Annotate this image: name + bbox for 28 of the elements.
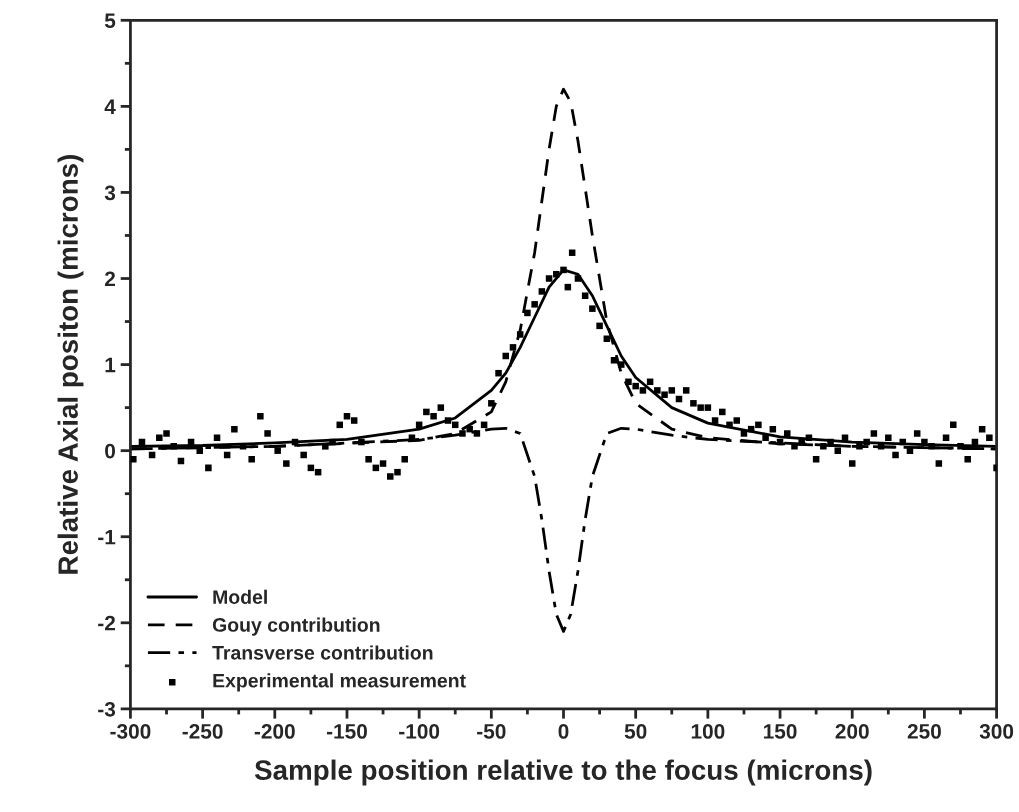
y-tick-label: -1 — [98, 529, 116, 545]
y-tick-label: 2 — [104, 271, 116, 287]
x-tick-label: -200 — [254, 724, 295, 739]
y-tick-label: 1 — [105, 357, 116, 373]
y-axis-title: Relative Axial positon (microns) — [57, 155, 84, 574]
legend-label: Transverse contribution — [212, 645, 433, 660]
x-tick-label: -250 — [182, 724, 223, 739]
y-tick-label: 0 — [105, 443, 115, 459]
legend-label: Gouy contribution — [212, 617, 380, 636]
y-tick-label: 5 — [104, 13, 116, 29]
x-tick-label: 0 — [558, 724, 569, 739]
x-tick-label: -300 — [110, 724, 151, 739]
x-tick-label: 50 — [624, 724, 647, 739]
x-axis-title: Sample position relative to the focus (microns) — [254, 759, 872, 786]
y-tick-label: 4 — [104, 99, 116, 114]
x-tick-label: -150 — [326, 724, 367, 739]
x-tick-label: 100 — [691, 724, 725, 739]
x-tick-label: 250 — [907, 724, 941, 739]
x-tick-label: 200 — [835, 724, 869, 739]
x-tick-label: 300 — [979, 724, 1014, 739]
legend-label: Model — [213, 589, 267, 604]
x-tick-label: -50 — [477, 724, 506, 739]
y-tick-label: -2 — [98, 615, 116, 631]
x-tick-label: -100 — [399, 724, 440, 739]
x-tick-label: 150 — [763, 724, 797, 739]
y-tick-label: -3 — [98, 701, 116, 717]
y-tick-label: 3 — [104, 185, 116, 201]
legend-label: Experimental measurement — [213, 673, 466, 692]
